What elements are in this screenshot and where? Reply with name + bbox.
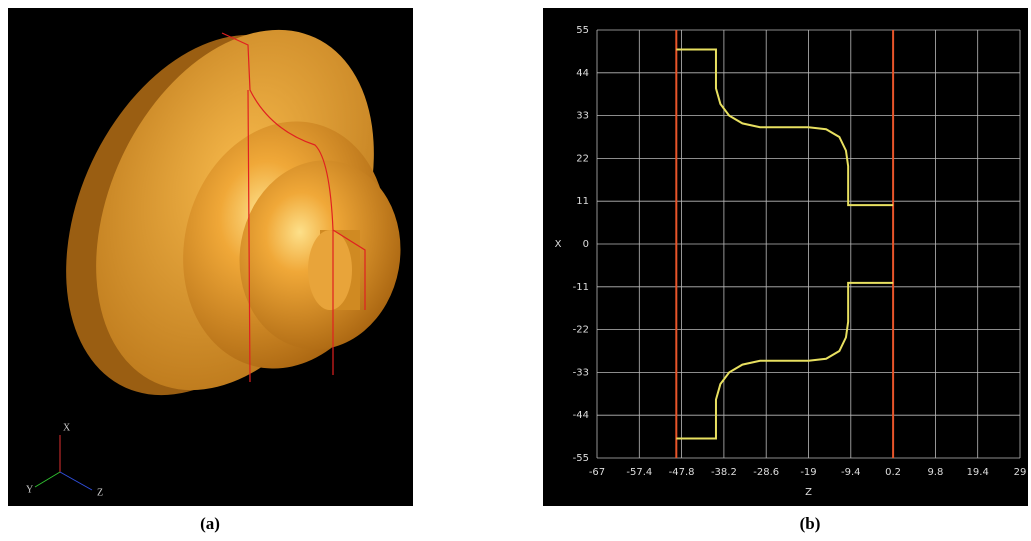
- x-tick-label: 19.4: [967, 467, 989, 478]
- y-tick-label: 0: [583, 239, 589, 250]
- triad-label: Y: [26, 484, 33, 495]
- render-panel: X Y Z: [8, 0, 429, 506]
- x-tick-label: 9.8: [927, 467, 943, 478]
- y-tick-label: -55: [573, 453, 589, 464]
- caption: (b): [800, 514, 821, 533]
- y-tick-label: 55: [576, 25, 589, 36]
- y-tick-label: 33: [576, 111, 589, 122]
- y-tick-label: 44: [576, 68, 589, 79]
- x-axis-label: Z: [805, 487, 812, 498]
- x-tick-label: -57.4: [626, 467, 652, 478]
- triad-label: Z: [97, 487, 103, 498]
- y-tick-label: -22: [573, 325, 589, 336]
- figure: X Y Z (a) (b) -55 -44 -33 -22 -11 0 11 22 33 44 55…: [0, 0, 1031, 537]
- x-tick-label: -9.4: [841, 467, 861, 478]
- x-tick-label: 0.2: [885, 467, 901, 478]
- shaft-end: [308, 230, 352, 310]
- x-tick-label: -67: [589, 467, 605, 478]
- y-tick-label: 22: [576, 153, 589, 164]
- y-tick-label: -11: [573, 282, 589, 293]
- x-tick-label: -28.6: [753, 467, 779, 478]
- x-tick-label: -38.2: [711, 467, 737, 478]
- chart-background: [543, 8, 1028, 506]
- x-tick-label: -19: [800, 467, 816, 478]
- x-tick-label: 29: [1014, 467, 1027, 478]
- y-tick-label: -44: [573, 410, 589, 421]
- triad-label: X: [63, 422, 71, 433]
- y-tick-label: 11: [576, 196, 589, 207]
- y-axis-label: X: [555, 239, 562, 250]
- x-tick-label: -47.8: [669, 467, 695, 478]
- caption: (a): [200, 514, 220, 533]
- y-tick-label: -33: [573, 367, 589, 378]
